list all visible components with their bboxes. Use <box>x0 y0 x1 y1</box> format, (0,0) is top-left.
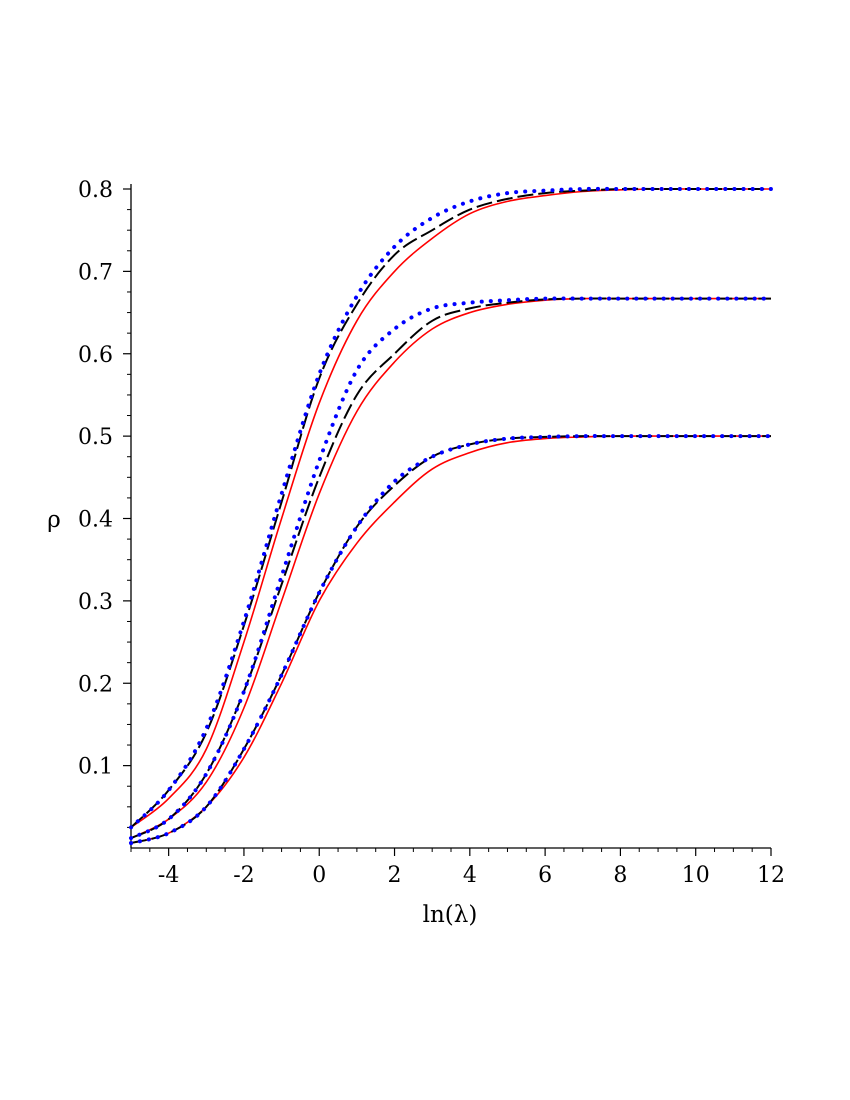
y-tick-label: 0.1 <box>78 755 113 780</box>
series-line-9-dotted <box>129 434 773 846</box>
series-line-5-dashed <box>130 297 771 840</box>
y-tick-label: 0.2 <box>78 672 113 697</box>
x-tick-label: 8 <box>613 863 627 888</box>
axes: -4 -2 0 2 4 6 8 10 12 0.1 0.2 0.3 0.4 0.5 0.6 0.7 0.8 <box>78 178 785 888</box>
series-line-4-solid <box>130 297 771 839</box>
x-tick-label: -2 <box>233 863 254 888</box>
series-layer <box>129 186 773 846</box>
x-tick-label: 0 <box>312 863 326 888</box>
x-tick-label: 2 <box>388 863 402 888</box>
x-tick-label: 4 <box>463 863 477 888</box>
y-axis-title: ρ <box>47 507 61 533</box>
y-tick-label: 0.7 <box>78 260 113 285</box>
y-tick-label: 0.4 <box>78 508 113 533</box>
y-tick-label: 0.3 <box>78 590 113 615</box>
x-tick-label: 10 <box>682 863 710 888</box>
series-line-2-dashed <box>130 187 771 829</box>
series-line-7-solid <box>130 435 771 844</box>
series-line-6-dotted <box>129 296 773 841</box>
x-tick-label: -4 <box>158 863 179 888</box>
y-tick-label: 0.8 <box>78 178 113 203</box>
y-tick-label: 0.5 <box>78 425 113 450</box>
x-tick-label: 6 <box>538 863 552 888</box>
x-axis-title: ln(λ) <box>423 902 478 928</box>
y-tick-label: 0.6 <box>78 343 113 368</box>
x-tick-label: 12 <box>757 863 785 888</box>
